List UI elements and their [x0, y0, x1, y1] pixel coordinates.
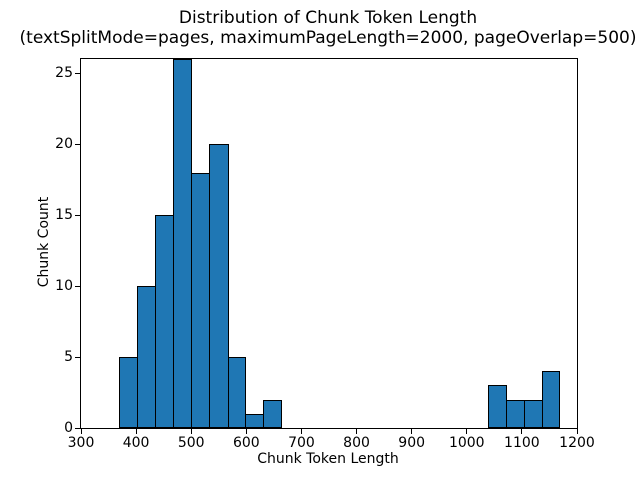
- histogram-bar: [245, 413, 265, 428]
- y-tick-label: 25: [55, 65, 73, 82]
- y-tick: [75, 427, 80, 429]
- y-tick: [75, 214, 80, 216]
- y-axis-label: Chunk Count: [36, 196, 52, 288]
- histogram-bar: [524, 399, 544, 428]
- y-tick-label: 10: [55, 278, 73, 295]
- y-tick-label: 5: [64, 349, 73, 366]
- y-tick-label: 0: [64, 420, 73, 436]
- x-tick: [521, 429, 523, 434]
- histogram-bar: [173, 59, 193, 428]
- y-tick: [75, 72, 80, 74]
- histogram-bar: [227, 357, 247, 428]
- x-tick: [135, 429, 137, 434]
- x-axis-label: Chunk Token Length: [257, 451, 399, 467]
- x-tick-label: 700: [288, 435, 315, 451]
- x-tick-label: 300: [67, 435, 95, 451]
- x-tick-label: 900: [398, 435, 426, 451]
- chart-title-block: Distribution of Chunk Token Length (text…: [20, 8, 637, 48]
- plot-area: 300 400 500 600 700 800 900 1000 1100 1200 0 5 10 15 2…: [55, 58, 595, 451]
- x-tick: [466, 429, 468, 434]
- x-tick-label: 600: [232, 435, 260, 451]
- x-tick-label: 1200: [559, 435, 595, 451]
- y-tick-label: 15: [55, 207, 73, 224]
- x-tick: [356, 429, 358, 434]
- histogram-bar: [119, 357, 139, 428]
- histogram-bar: [209, 144, 229, 428]
- histogram-bar: [542, 371, 560, 428]
- y-tick: [75, 356, 80, 358]
- x-tick: [245, 429, 247, 434]
- x-tick-label: 1100: [504, 435, 540, 451]
- histogram-bar: [506, 399, 526, 428]
- chart-subtitle: (textSplitMode=pages, maximumPageLength=…: [19, 28, 637, 48]
- histogram-bar: [263, 399, 282, 428]
- x-tick: [300, 429, 302, 434]
- x-tick: [576, 429, 578, 434]
- x-tick: [411, 429, 413, 434]
- y-tick: [75, 143, 80, 145]
- x-tick-label: 500: [177, 435, 205, 451]
- histogram-bar: [137, 286, 157, 428]
- y-tick-label: 20: [55, 136, 73, 153]
- y-tick: [75, 285, 80, 287]
- x-tick: [190, 429, 192, 434]
- histogram-bar: [191, 172, 211, 428]
- chart-title: Distribution of Chunk Token Length: [178, 8, 478, 28]
- histogram-bar: [155, 215, 175, 428]
- x-tick-label: 400: [122, 435, 150, 451]
- histogram-bar: [488, 385, 508, 428]
- x-tick-label: 1000: [448, 435, 485, 451]
- x-tick: [80, 429, 82, 434]
- x-tick-label: 800: [343, 435, 370, 451]
